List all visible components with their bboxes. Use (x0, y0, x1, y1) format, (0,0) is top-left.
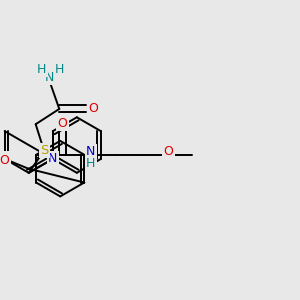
Text: H: H (55, 63, 64, 76)
Text: O: O (164, 145, 174, 158)
Text: O: O (89, 102, 98, 116)
Text: O: O (58, 117, 68, 130)
Text: S: S (40, 144, 48, 157)
Text: H: H (86, 157, 96, 170)
Text: N: N (0, 152, 9, 165)
Text: O: O (0, 154, 10, 167)
Text: N: N (86, 145, 96, 158)
Text: N: N (45, 71, 54, 84)
Text: N: N (48, 152, 58, 165)
Text: H: H (37, 63, 46, 76)
